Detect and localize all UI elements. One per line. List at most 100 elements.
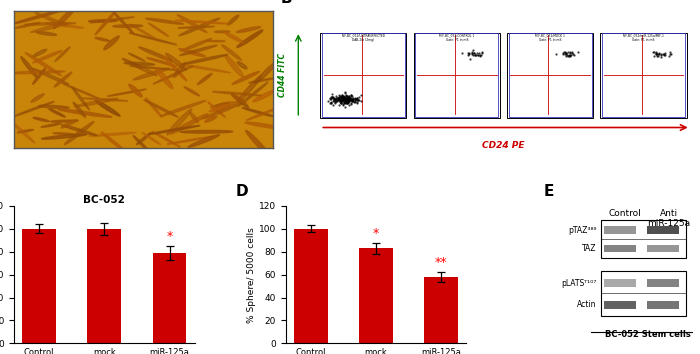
Ellipse shape bbox=[13, 123, 35, 143]
Point bbox=[332, 96, 344, 101]
Ellipse shape bbox=[33, 51, 62, 63]
Point bbox=[323, 98, 334, 104]
Point bbox=[343, 95, 354, 101]
Point bbox=[338, 99, 349, 105]
Point bbox=[559, 49, 570, 55]
Point bbox=[328, 96, 339, 101]
Point bbox=[335, 98, 346, 103]
Ellipse shape bbox=[62, 84, 99, 99]
Point bbox=[342, 94, 354, 99]
Ellipse shape bbox=[170, 114, 208, 134]
Point bbox=[331, 98, 342, 104]
Point bbox=[550, 51, 561, 57]
Ellipse shape bbox=[122, 58, 142, 69]
Point bbox=[342, 100, 353, 106]
Point bbox=[561, 53, 572, 58]
Point bbox=[463, 50, 475, 56]
Point bbox=[468, 50, 480, 56]
Point bbox=[337, 98, 348, 104]
Point bbox=[465, 56, 476, 61]
Point bbox=[346, 98, 358, 104]
Point bbox=[330, 98, 341, 104]
Point bbox=[658, 51, 669, 57]
Ellipse shape bbox=[95, 38, 110, 41]
Point bbox=[346, 98, 358, 103]
Point bbox=[659, 50, 671, 56]
Point bbox=[563, 53, 574, 59]
Point bbox=[344, 98, 355, 104]
Point bbox=[340, 100, 351, 106]
Bar bbox=[603, 279, 636, 287]
Ellipse shape bbox=[225, 33, 243, 42]
Ellipse shape bbox=[89, 132, 136, 136]
Point bbox=[335, 100, 346, 105]
Point bbox=[332, 96, 343, 102]
Point bbox=[333, 97, 344, 103]
Point bbox=[329, 96, 340, 102]
Point bbox=[561, 51, 572, 57]
Point bbox=[335, 97, 346, 102]
Ellipse shape bbox=[36, 32, 57, 35]
Ellipse shape bbox=[14, 101, 55, 116]
Bar bbox=[647, 227, 680, 234]
Point bbox=[355, 92, 366, 97]
Point bbox=[348, 99, 359, 104]
Point bbox=[337, 97, 348, 103]
Point bbox=[333, 95, 344, 100]
Point bbox=[335, 99, 346, 105]
Point bbox=[334, 96, 345, 102]
Point bbox=[341, 97, 352, 103]
Point bbox=[351, 98, 363, 103]
Ellipse shape bbox=[237, 62, 247, 69]
Ellipse shape bbox=[146, 98, 162, 117]
Point bbox=[470, 52, 481, 57]
Point bbox=[342, 101, 353, 106]
Bar bbox=[509, 33, 592, 117]
Text: **: ** bbox=[435, 256, 447, 269]
Point bbox=[330, 99, 341, 105]
Point bbox=[326, 94, 337, 100]
Point bbox=[473, 52, 484, 58]
Point bbox=[334, 97, 345, 103]
Ellipse shape bbox=[209, 104, 228, 112]
Ellipse shape bbox=[133, 136, 150, 152]
Point bbox=[338, 101, 349, 106]
Ellipse shape bbox=[102, 132, 130, 156]
Ellipse shape bbox=[18, 130, 34, 133]
Ellipse shape bbox=[45, 23, 83, 28]
Point bbox=[560, 50, 571, 56]
Point bbox=[652, 53, 664, 59]
Point bbox=[474, 53, 485, 59]
Ellipse shape bbox=[184, 87, 199, 96]
Ellipse shape bbox=[113, 25, 143, 27]
Point bbox=[328, 95, 339, 101]
Ellipse shape bbox=[144, 100, 178, 117]
Point bbox=[339, 100, 350, 105]
Point bbox=[335, 94, 346, 99]
Ellipse shape bbox=[180, 45, 217, 56]
Point bbox=[344, 94, 355, 100]
Point bbox=[342, 97, 353, 102]
Point bbox=[337, 102, 349, 108]
Point bbox=[337, 92, 348, 98]
Point bbox=[648, 49, 659, 55]
Point bbox=[337, 92, 348, 98]
Ellipse shape bbox=[167, 136, 214, 144]
Point bbox=[336, 97, 347, 103]
Ellipse shape bbox=[246, 107, 281, 120]
Point bbox=[653, 50, 664, 56]
Ellipse shape bbox=[31, 23, 67, 33]
Point bbox=[342, 93, 353, 99]
Ellipse shape bbox=[54, 72, 71, 87]
Ellipse shape bbox=[211, 103, 229, 108]
Point bbox=[345, 102, 356, 107]
Bar bbox=[647, 279, 680, 287]
Point bbox=[351, 101, 363, 106]
Ellipse shape bbox=[55, 47, 70, 62]
Point bbox=[337, 95, 349, 101]
Ellipse shape bbox=[256, 61, 278, 83]
Bar bbox=[414, 33, 500, 118]
Ellipse shape bbox=[61, 120, 78, 128]
Point bbox=[658, 53, 669, 58]
Point bbox=[342, 99, 354, 104]
